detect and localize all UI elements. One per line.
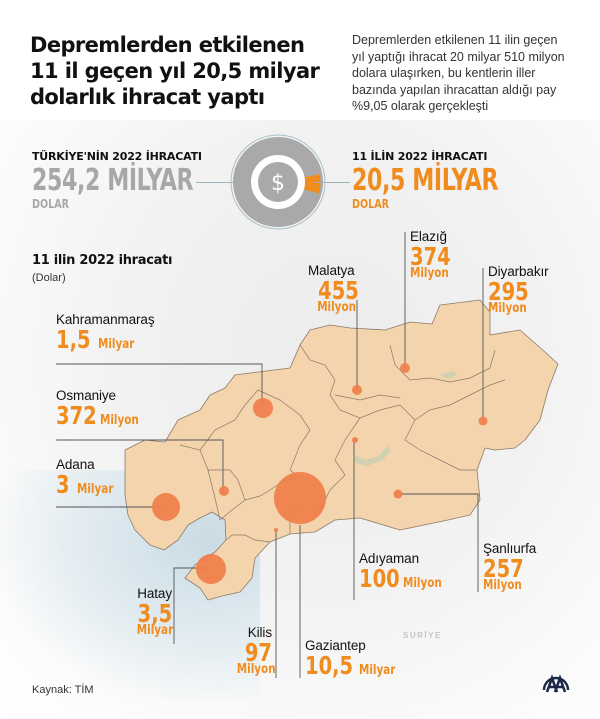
- osmaniye-leader: [56, 439, 224, 490]
- label-elazig: Elazığ 374 Milyon: [410, 229, 451, 281]
- turkey-export-label: TÜRKİYE'NİN 2022 İHRACATI: [32, 150, 202, 163]
- provinces-export-label: 11 İLİN 2022 İHRACATI: [352, 150, 488, 163]
- label-hatay: Hatay 3,5 Milyar: [136, 586, 174, 638]
- kilis-bubble: [274, 528, 278, 532]
- provinces-connector-line: [314, 182, 350, 183]
- diyarbakir-bubble: [478, 416, 488, 426]
- label-sanliurfa: Şanlıurfa 257 Milyon: [483, 541, 537, 593]
- map-subtitle: (Dolar): [32, 272, 66, 284]
- turkey-export-unit: DOLAR: [32, 197, 70, 211]
- sanliurfa-bubble: [393, 489, 403, 499]
- label-kilis: Kilis 97 Milyon: [236, 625, 276, 677]
- sanliurfa-leader: [400, 493, 479, 592]
- adiyaman-bubble: [352, 437, 358, 443]
- headline: Depremlerden etkilenen 11 il geçen yıl 2…: [30, 33, 320, 109]
- kahramanmaras-leader: [56, 363, 263, 405]
- label-adiyaman: Adıyaman 100 Milyon: [359, 551, 442, 593]
- adana-bubble: [152, 493, 180, 521]
- turkey-connector-line: [196, 182, 234, 183]
- dollar-icon: $: [271, 171, 285, 196]
- label-adana: Adana 3 Milyar: [56, 457, 114, 499]
- description: Depremlerden etkilenen 11 ilin geçen yıl…: [352, 33, 565, 113]
- turkey-export-value: 254,2 MİLYAR: [32, 163, 194, 198]
- country-label-syria: SURİYE: [403, 631, 442, 640]
- source-credit: Kaynak: TİM: [32, 684, 94, 696]
- osmaniye-bubble: [219, 486, 229, 496]
- map-title: 11 ilin 2022 ihracatı: [32, 253, 173, 268]
- label-gaziantep: Gaziantep 10,5 Milyar: [305, 638, 396, 680]
- label-kahramanmaras: Kahramanmaraş 1,5 Milyar: [56, 312, 155, 354]
- provinces-export-unit: DOLAR: [352, 197, 390, 211]
- hatay-bubble: [196, 554, 226, 584]
- aa-logo-icon: [542, 674, 570, 693]
- malatya-bubble: [352, 385, 362, 395]
- provinces-export-value: 20,5 MİLYAR: [352, 163, 499, 198]
- label-diyarbakir: Diyarbakır 295 Milyon: [488, 264, 549, 316]
- kahramanmaras-bubble: [253, 398, 273, 418]
- label-malatya: Malatya 455 Milyon: [308, 263, 359, 315]
- elazig-bubble: [400, 363, 410, 373]
- label-osmaniye: Osmaniye 372 Milyon: [56, 388, 139, 430]
- gaziantep-bubble: [274, 472, 326, 524]
